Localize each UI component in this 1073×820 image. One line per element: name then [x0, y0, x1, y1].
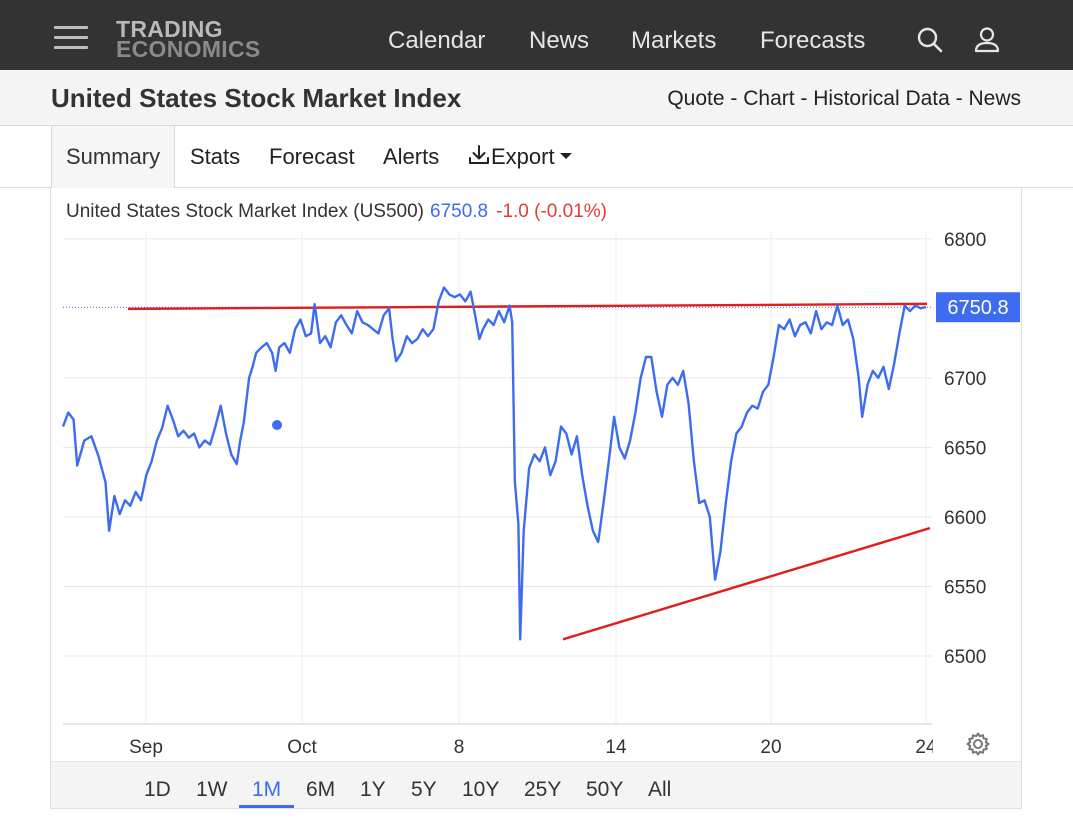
top-navbar: TRADING ECONOMICS Calendar News Markets …	[0, 0, 1073, 70]
range-6m[interactable]: 6M	[306, 778, 336, 801]
nav-markets[interactable]: Markets	[631, 27, 717, 54]
chart-series-name: United States Stock Market Index (US500)	[66, 201, 424, 222]
subnav-separator: -	[949, 87, 969, 110]
subnav-news[interactable]: News	[968, 87, 1021, 110]
range-selector	[51, 761, 1021, 808]
subnav-historical-data[interactable]: Historical Data	[813, 87, 950, 110]
tab-alerts[interactable]: Alerts	[383, 144, 440, 169]
tab-stats[interactable]: Stats	[190, 144, 241, 169]
download-icon	[469, 145, 489, 164]
rising-trendline	[562, 526, 931, 641]
tab-row: Summary Stats Forecast Alerts Export	[0, 126, 1073, 189]
last-price-label-group: 6750.8	[936, 292, 1020, 323]
y-tick-label: 6700	[944, 369, 986, 390]
trendlines	[127, 302, 931, 641]
subnav-chart[interactable]: Chart	[743, 87, 795, 110]
horizontal-trendline	[127, 302, 928, 311]
tab-forecast[interactable]: Forecast	[269, 144, 355, 169]
caret-down-icon	[559, 153, 572, 159]
export-label: Export	[491, 144, 555, 169]
trading-economics-logo[interactable]: TRADING ECONOMICS	[116, 18, 286, 62]
user-icon[interactable]	[973, 26, 1001, 54]
chart-change: -1.0 (-0.01%)	[496, 201, 607, 222]
x-tick-label: 8	[454, 737, 465, 758]
y-tick-label: 6650	[944, 438, 986, 459]
range-1y[interactable]: 1Y	[360, 778, 386, 801]
x-tick-label: 20	[760, 737, 781, 758]
logo-text-bottom: ECONOMICS	[116, 36, 261, 62]
x-tick-label: 14	[605, 737, 627, 758]
range-1w[interactable]: 1W	[196, 778, 228, 801]
y-tick-label: 6600	[944, 508, 986, 529]
nav-calendar[interactable]: Calendar	[388, 27, 486, 54]
last-price-label-box	[936, 292, 1020, 323]
y-tick-label: 6500	[944, 647, 986, 668]
settings-gear-icon[interactable]	[965, 731, 991, 757]
chart-price: 6750.8	[430, 201, 489, 222]
chart-header: United States Stock Market Index (US500)…	[66, 200, 607, 224]
subnav-quote[interactable]: Quote	[667, 87, 725, 110]
x-tick-label: Sep	[129, 737, 163, 758]
export-dropdown[interactable]: Export	[467, 126, 573, 188]
range-5y[interactable]: 5Y	[411, 778, 437, 801]
x-tick-label: Oct	[287, 737, 317, 758]
range-active-indicator	[239, 805, 294, 808]
subnav-separator: -	[794, 87, 814, 110]
nav-forecasts[interactable]: Forecasts	[760, 27, 866, 54]
menu-icon[interactable]	[54, 24, 88, 50]
range-50y[interactable]: 50Y	[586, 778, 624, 801]
x-tick-label: 24	[915, 737, 937, 758]
range-25y[interactable]: 25Y	[524, 778, 562, 801]
event-marker-dot	[272, 420, 282, 430]
price-series-line	[61, 286, 927, 641]
chart-panel	[50, 188, 1022, 809]
tab-summary[interactable]: Summary	[51, 126, 176, 189]
subnav-separator: -	[724, 87, 744, 110]
search-icon[interactable]	[916, 26, 944, 54]
y-tick-label: 6800	[944, 230, 986, 251]
range-all[interactable]: All	[648, 778, 672, 801]
range-1m[interactable]: 1M	[252, 778, 282, 801]
quote-subnav: Quote - Chart - Historical Data - News	[667, 87, 1021, 111]
y-tick-label: 6550	[944, 577, 986, 598]
last-price-label: 6750.8	[947, 297, 1008, 319]
page-title: United States Stock Market Index	[51, 83, 462, 113]
title-bar: United States Stock Market Index Quote -…	[0, 70, 1073, 126]
y-axis-ticks: 6800 6700 6650 6600 6550 6500	[944, 230, 986, 668]
x-axis-ticks: Sep Oct 8 14 20 24	[129, 732, 963, 758]
nav-news[interactable]: News	[529, 27, 590, 54]
range-10y[interactable]: 10Y	[462, 778, 500, 801]
chart-markers	[272, 420, 282, 430]
x-label-clip	[933, 732, 963, 758]
range-1d[interactable]: 1D	[144, 778, 171, 801]
logo-text-top: TRADING	[116, 16, 223, 42]
